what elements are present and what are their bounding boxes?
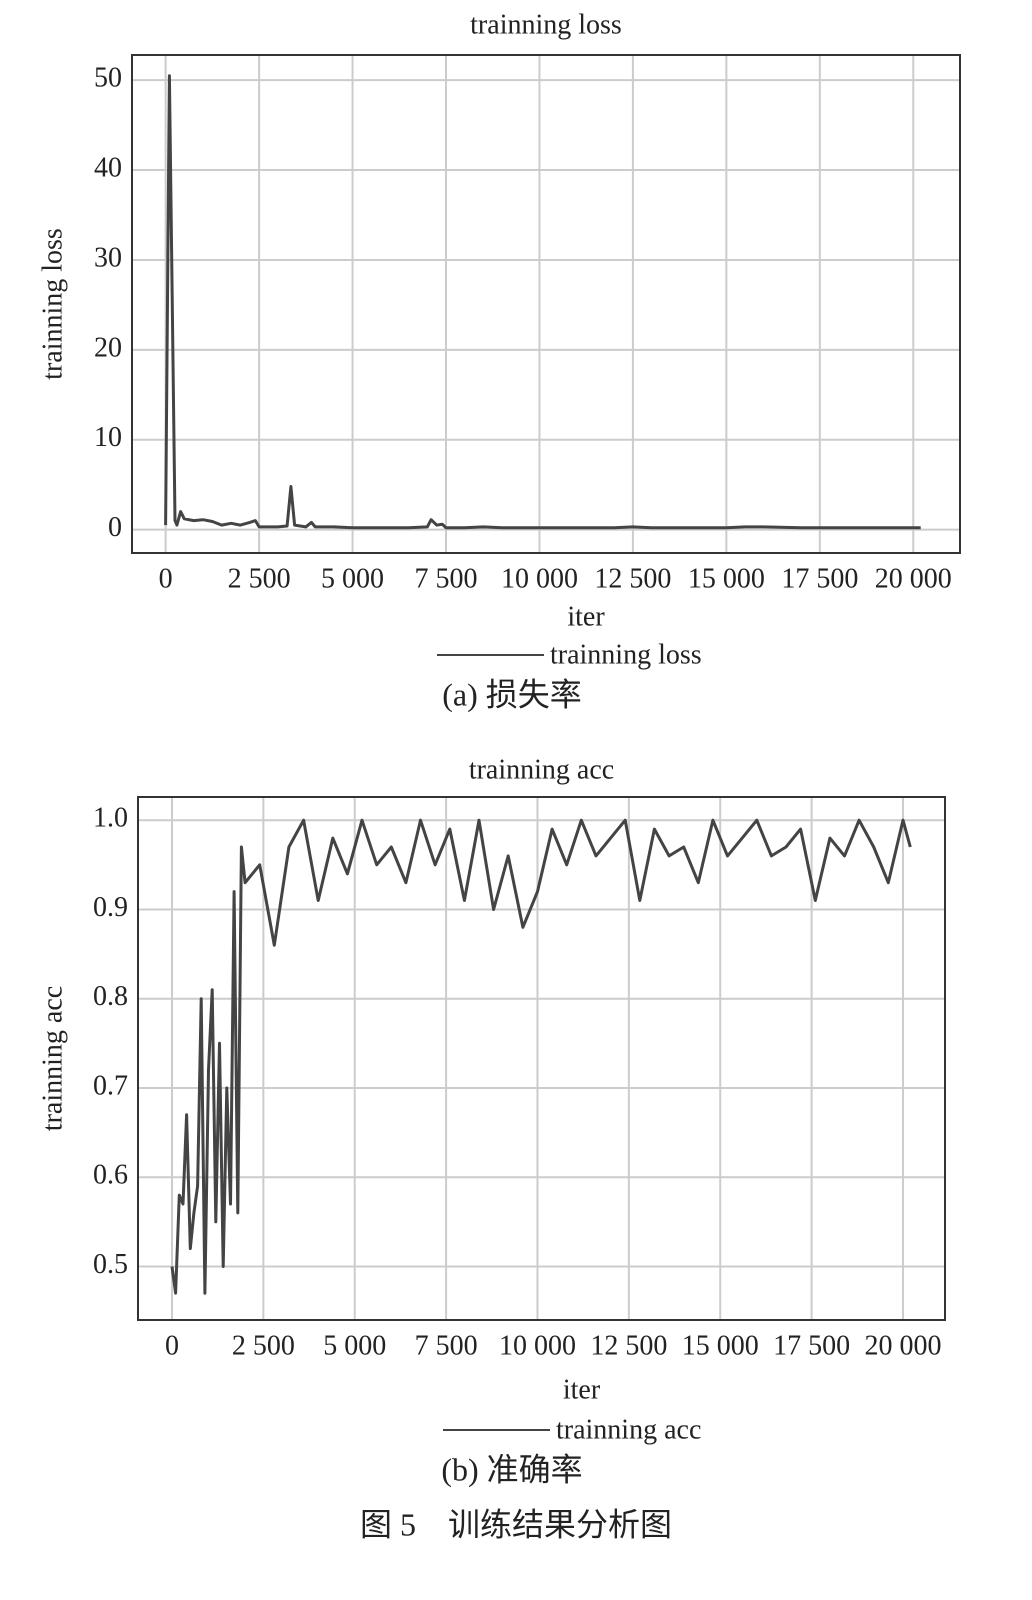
x-tick-label: 12 500 bbox=[590, 1330, 667, 1361]
y-tick-label: 10 bbox=[94, 422, 122, 453]
y-tick-label: 0.9 bbox=[93, 892, 128, 923]
y-tick-label: 40 bbox=[94, 152, 122, 183]
x-tick-label: 10 000 bbox=[501, 563, 578, 594]
plot-frame bbox=[137, 796, 946, 1321]
x-axis-label: iter bbox=[567, 601, 605, 632]
data-line bbox=[170, 818, 912, 1295]
x-tick-label: 5 000 bbox=[321, 563, 384, 594]
chart-title: trainning acc bbox=[469, 754, 614, 785]
y-axis-label: trainning loss bbox=[37, 228, 68, 380]
figure-caption: 图 5 训练结果分析图 bbox=[360, 1506, 672, 1542]
y-tick-label: 0 bbox=[108, 512, 122, 543]
plot-frame bbox=[131, 54, 961, 554]
x-tick-label: 15 000 bbox=[682, 1330, 759, 1361]
legend-label: trainning acc bbox=[556, 1414, 701, 1445]
y-tick-label: 0.7 bbox=[93, 1070, 128, 1101]
x-tick-label: 2 500 bbox=[228, 563, 291, 594]
x-tick-label: 0 bbox=[159, 563, 173, 594]
x-tick-label: 20 000 bbox=[864, 1330, 941, 1361]
subfigure-caption: (b) 准确率 bbox=[441, 1451, 582, 1487]
data-line bbox=[164, 74, 921, 530]
x-tick-label: 7 500 bbox=[415, 563, 478, 594]
x-tick-label: 15 000 bbox=[688, 563, 765, 594]
x-tick-label: 0 bbox=[165, 1330, 179, 1361]
x-tick-label: 20 000 bbox=[875, 563, 952, 594]
y-axis-label: trainning acc bbox=[37, 986, 68, 1131]
x-tick-label: 17 500 bbox=[773, 1330, 850, 1361]
x-tick-label: 2 500 bbox=[232, 1330, 295, 1361]
y-tick-label: 50 bbox=[94, 63, 122, 94]
x-tick-label: 10 000 bbox=[499, 1330, 576, 1361]
subfigure-caption: (a) 损失率 bbox=[442, 676, 582, 712]
y-tick-label: 1.0 bbox=[93, 803, 128, 834]
y-tick-label: 0.5 bbox=[93, 1249, 128, 1280]
x-axis-label: iter bbox=[563, 1374, 601, 1405]
legend-label: trainning loss bbox=[550, 639, 702, 670]
y-tick-label: 0.6 bbox=[93, 1160, 128, 1191]
x-tick-label: 12 500 bbox=[594, 563, 671, 594]
chart-title: trainning loss bbox=[470, 9, 622, 40]
x-tick-label: 5 000 bbox=[323, 1330, 386, 1361]
x-tick-label: 17 500 bbox=[781, 563, 858, 594]
y-tick-label: 0.8 bbox=[93, 981, 128, 1012]
y-tick-label: 30 bbox=[94, 242, 122, 273]
y-tick-label: 20 bbox=[94, 332, 122, 363]
x-tick-label: 7 500 bbox=[415, 1330, 478, 1361]
